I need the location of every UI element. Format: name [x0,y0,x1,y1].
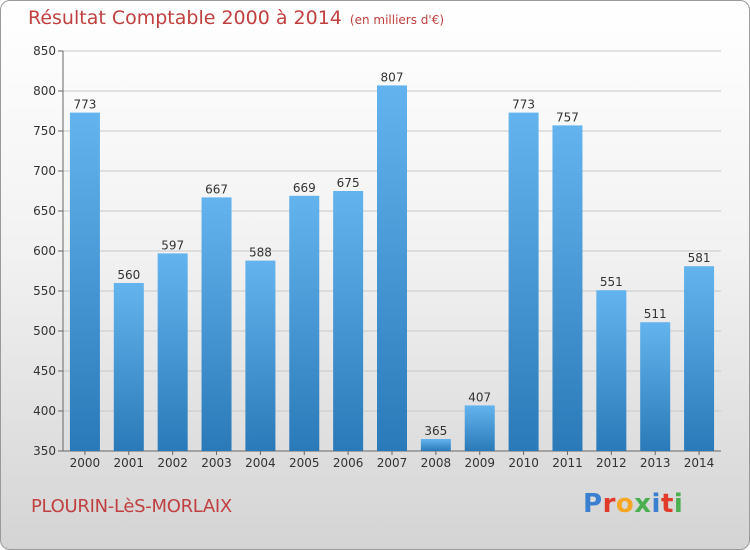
value-label: 588 [249,246,272,260]
y-tick-label: 750 [33,124,56,138]
y-tick-label: 450 [33,364,56,378]
x-tick-label: 2009 [464,456,495,470]
city-name: PLOURIN-LèS-MORLAIX [31,496,232,517]
logo-letter: o [615,489,635,519]
logo-letter: P [583,489,603,519]
bar [113,283,144,451]
value-label: 551 [600,275,623,289]
proxiti-logo: Proxiti [583,489,683,519]
value-label: 773 [73,98,96,112]
x-tick-label: 2003 [201,456,232,470]
logo-letter: i [651,489,661,519]
bar [508,112,539,451]
x-tick-label: 2012 [596,456,627,470]
logo-letter: i [673,489,684,519]
x-tick-label: 2007 [377,456,408,470]
x-tick-label: 2000 [70,456,101,470]
x-tick-label: 2010 [508,456,539,470]
value-label: 511 [644,307,667,321]
value-label: 581 [688,251,711,265]
logo-letter: t [660,489,674,519]
y-tick-label: 600 [33,244,56,258]
value-label: 560 [117,268,140,282]
x-tick-label: 2014 [684,456,715,470]
logo-letter: x [634,489,652,519]
y-tick-label: 800 [33,84,56,98]
x-tick-label: 2001 [114,456,145,470]
y-tick-label: 850 [33,44,56,58]
value-label: 675 [337,176,360,190]
bar [420,439,451,451]
y-tick-label: 400 [33,404,56,418]
chart-subtitle: (en milliers d'€) [349,13,445,27]
x-tick-label: 2011 [552,456,583,470]
bar [684,266,715,451]
bar [333,191,364,451]
y-tick-label: 500 [33,324,56,338]
x-tick-label: 2005 [289,456,320,470]
bar [245,260,276,451]
bar [640,322,671,451]
bar [377,85,407,452]
value-label: 807 [381,70,404,84]
bar [157,253,188,451]
value-label: 597 [161,238,184,252]
bar [201,197,232,451]
x-tick-label: 2004 [245,456,276,470]
chart-title: Résultat Comptable 2000 à 2014 (en millie… [28,7,444,29]
y-tick-label: 350 [33,444,56,458]
value-label: 407 [468,390,491,404]
title-text: Résultat Comptable 2000 à 2014 [28,7,342,29]
y-tick-label: 550 [33,284,56,298]
x-tick-label: 2002 [157,456,188,470]
value-labels: 773 560 597 667 588 669 675 807 365 407 773 757 551 5… [73,70,710,438]
x-tick-label: 2013 [640,456,671,470]
value-label: 667 [205,182,228,196]
x-tick-label: 2006 [333,456,364,470]
bar [69,112,100,451]
bars [69,85,715,452]
logo-letter: r [602,489,616,519]
y-tick-label: 700 [33,164,56,178]
x-tick-label: 2008 [421,456,452,470]
value-label: 365 [424,424,447,438]
bar [596,290,627,451]
bar [464,405,495,451]
value-label: 773 [512,98,535,112]
value-label: 757 [556,110,579,124]
y-tick-label: 650 [33,204,56,218]
bar [289,195,320,451]
value-label: 669 [293,181,316,195]
bar [552,125,583,452]
